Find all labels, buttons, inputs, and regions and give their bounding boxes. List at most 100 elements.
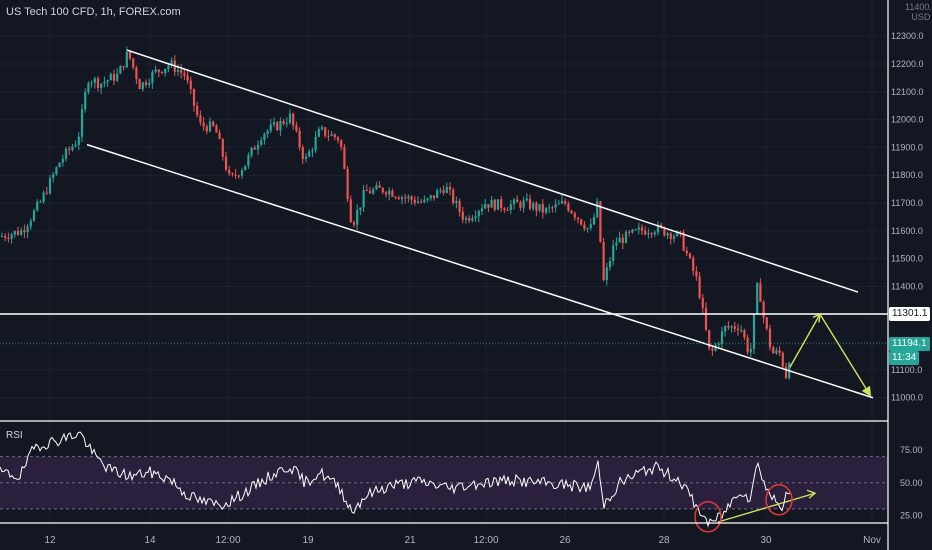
candle-body bbox=[679, 231, 682, 233]
candle-body bbox=[263, 133, 266, 141]
candle-body bbox=[394, 196, 397, 198]
candle-body bbox=[640, 227, 644, 231]
price-tick-label: 11900.0 bbox=[891, 142, 923, 152]
candle-body bbox=[765, 317, 768, 329]
candle-body bbox=[775, 350, 778, 354]
candle-body bbox=[272, 122, 276, 125]
candle-body bbox=[711, 348, 714, 351]
candle-body bbox=[138, 79, 141, 90]
candles bbox=[0, 46, 791, 380]
candle-body bbox=[324, 127, 327, 136]
candle-body bbox=[487, 204, 490, 208]
candle-body bbox=[666, 233, 669, 236]
axis-unit: 11400.0 USD bbox=[905, 2, 932, 22]
candle-body bbox=[48, 177, 52, 194]
axis-unit-bottom: USD bbox=[911, 12, 931, 22]
candle-body bbox=[768, 328, 772, 348]
candle-body bbox=[64, 148, 68, 159]
candle-body bbox=[650, 233, 653, 235]
price-tick-label: 11600.0 bbox=[891, 226, 923, 236]
candle-body bbox=[298, 130, 301, 148]
projection-arrowhead bbox=[812, 313, 821, 323]
candle-body bbox=[426, 198, 429, 200]
candle-body bbox=[784, 366, 788, 379]
candle-body bbox=[631, 229, 634, 233]
candle-body bbox=[442, 190, 445, 193]
candle-body bbox=[448, 187, 452, 190]
candle-body bbox=[362, 190, 365, 208]
candle-body bbox=[176, 69, 180, 72]
candle-body bbox=[583, 224, 586, 230]
candle-body bbox=[218, 132, 221, 140]
candle-body bbox=[740, 330, 743, 332]
candle-body bbox=[548, 207, 551, 209]
candle-body bbox=[71, 146, 74, 150]
candle-body bbox=[404, 197, 407, 199]
candle-body bbox=[500, 199, 503, 209]
candle-body bbox=[23, 230, 26, 233]
time-tick-label: 30 bbox=[760, 535, 772, 546]
candle-body bbox=[532, 203, 535, 209]
candle-body bbox=[519, 202, 522, 208]
candle-body bbox=[423, 199, 426, 203]
candle-body bbox=[528, 198, 532, 209]
candle-body bbox=[509, 204, 512, 210]
price-tick-label: 12300.0 bbox=[891, 31, 924, 41]
candle-body bbox=[148, 83, 151, 86]
candle-body bbox=[736, 328, 740, 331]
candle-body bbox=[304, 156, 308, 159]
candle-body bbox=[256, 144, 260, 150]
candle-body bbox=[55, 167, 58, 175]
candle-body bbox=[647, 233, 650, 235]
rsi-divergence-line bbox=[717, 492, 816, 523]
candle-body bbox=[455, 200, 458, 204]
candle-body bbox=[170, 60, 173, 66]
price-tick-label: 11700.0 bbox=[891, 198, 923, 208]
candle-body bbox=[388, 190, 391, 195]
time-tick-label: 12:00 bbox=[473, 535, 498, 546]
candle-body bbox=[205, 126, 208, 132]
candle-body bbox=[560, 201, 564, 204]
candle-body bbox=[151, 72, 154, 84]
candle-body bbox=[314, 136, 317, 151]
candle-body bbox=[359, 207, 362, 211]
candle-body bbox=[618, 237, 621, 243]
candle-body bbox=[506, 209, 509, 211]
candle-body bbox=[688, 253, 692, 259]
rsi-label: RSI bbox=[6, 430, 23, 441]
candle-body bbox=[20, 230, 23, 235]
candle-body bbox=[7, 237, 10, 239]
price-tick-label: 11100.0 bbox=[891, 365, 922, 375]
axis-unit-top: 11400.0 bbox=[905, 2, 932, 12]
time-tick-label: 12 bbox=[44, 535, 56, 546]
candle-body bbox=[778, 350, 781, 353]
candle-body bbox=[157, 69, 160, 72]
time-tick-label: 21 bbox=[404, 535, 416, 546]
candle-body bbox=[266, 130, 269, 134]
candle-body bbox=[429, 195, 432, 199]
candle-body bbox=[26, 226, 29, 233]
candle-body bbox=[752, 313, 756, 349]
candle-body bbox=[416, 201, 420, 203]
candle-body bbox=[32, 210, 36, 221]
candle-body bbox=[52, 174, 55, 178]
candle-body bbox=[551, 207, 554, 209]
price-tick-label: 11500.0 bbox=[891, 254, 923, 264]
candle-body bbox=[391, 190, 394, 197]
candle-body bbox=[592, 216, 596, 225]
candle-body bbox=[599, 201, 602, 242]
candle-body bbox=[349, 199, 352, 223]
candle-body bbox=[311, 150, 314, 152]
rsi-divergence-arrowhead bbox=[806, 489, 817, 499]
candle-body bbox=[128, 51, 132, 59]
candle-body bbox=[480, 208, 484, 212]
candle-body bbox=[372, 189, 375, 194]
candle-body bbox=[468, 217, 471, 221]
candle-body bbox=[58, 162, 61, 168]
candle-body bbox=[567, 203, 570, 211]
candle-body bbox=[116, 73, 119, 81]
candle-body bbox=[522, 200, 525, 208]
level-price-tag: 11301.1 bbox=[889, 306, 931, 321]
candle-body bbox=[407, 196, 410, 198]
